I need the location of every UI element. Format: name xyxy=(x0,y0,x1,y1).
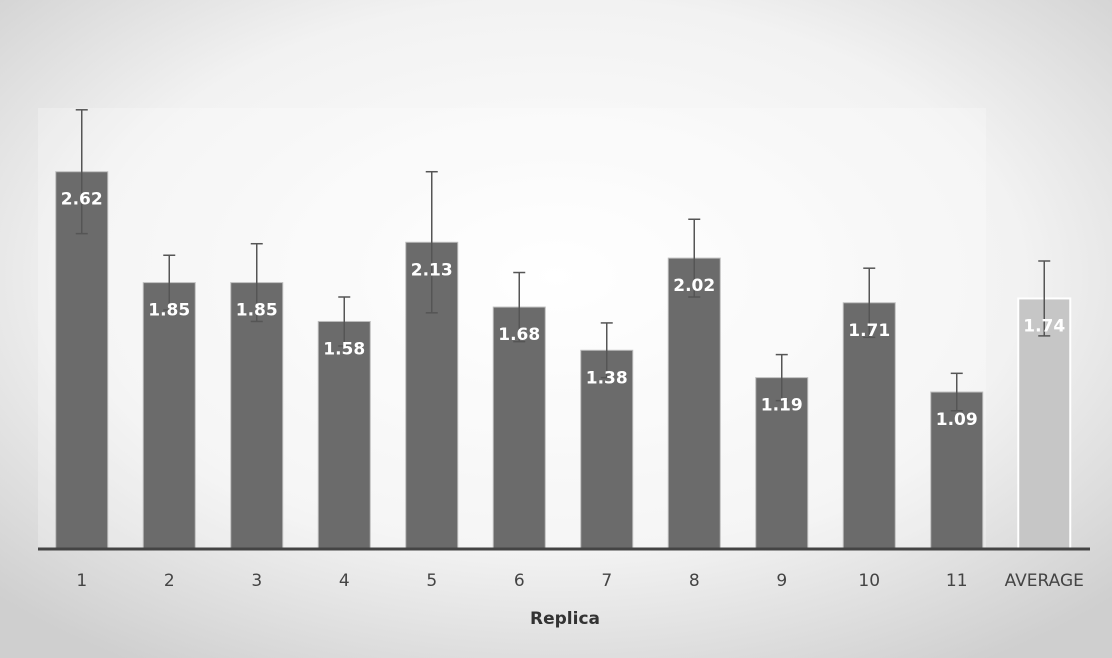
bar xyxy=(755,377,809,550)
bar xyxy=(230,282,284,550)
data-label: 2.02 xyxy=(673,276,715,296)
data-label: 1.19 xyxy=(761,396,803,416)
x-axis-title: Replica xyxy=(530,609,600,629)
x-tick-label: 9 xyxy=(776,571,787,591)
data-label: 1.85 xyxy=(236,301,278,321)
bar xyxy=(580,349,634,550)
x-tick-label: 11 xyxy=(946,571,968,591)
x-tick-label: 4 xyxy=(339,571,350,591)
data-label: 1.38 xyxy=(586,368,628,388)
bar xyxy=(842,302,896,550)
data-label: 1.85 xyxy=(148,301,190,321)
bar xyxy=(667,257,721,550)
x-tick-label: 5 xyxy=(426,571,437,591)
bar xyxy=(142,282,196,550)
x-tick-label: 7 xyxy=(601,571,612,591)
data-label: 1.68 xyxy=(498,325,540,345)
data-label: 2.62 xyxy=(61,190,103,210)
bar xyxy=(1017,297,1072,550)
data-label: 1.74 xyxy=(1023,316,1065,336)
data-label: 1.58 xyxy=(323,339,365,359)
x-tick-label: 2 xyxy=(164,571,175,591)
x-tick-label: 1 xyxy=(76,571,87,591)
x-tick-label: 3 xyxy=(251,571,262,591)
data-label: 1.71 xyxy=(848,321,890,341)
x-tick-label: 10 xyxy=(858,571,880,591)
x-tick-label: AVERAGE xyxy=(1005,571,1084,591)
data-label: 2.13 xyxy=(411,260,453,280)
data-label: 1.09 xyxy=(936,410,978,430)
bar xyxy=(317,320,371,550)
x-tick-label: 6 xyxy=(514,571,525,591)
x-tick-label: 8 xyxy=(689,571,700,591)
